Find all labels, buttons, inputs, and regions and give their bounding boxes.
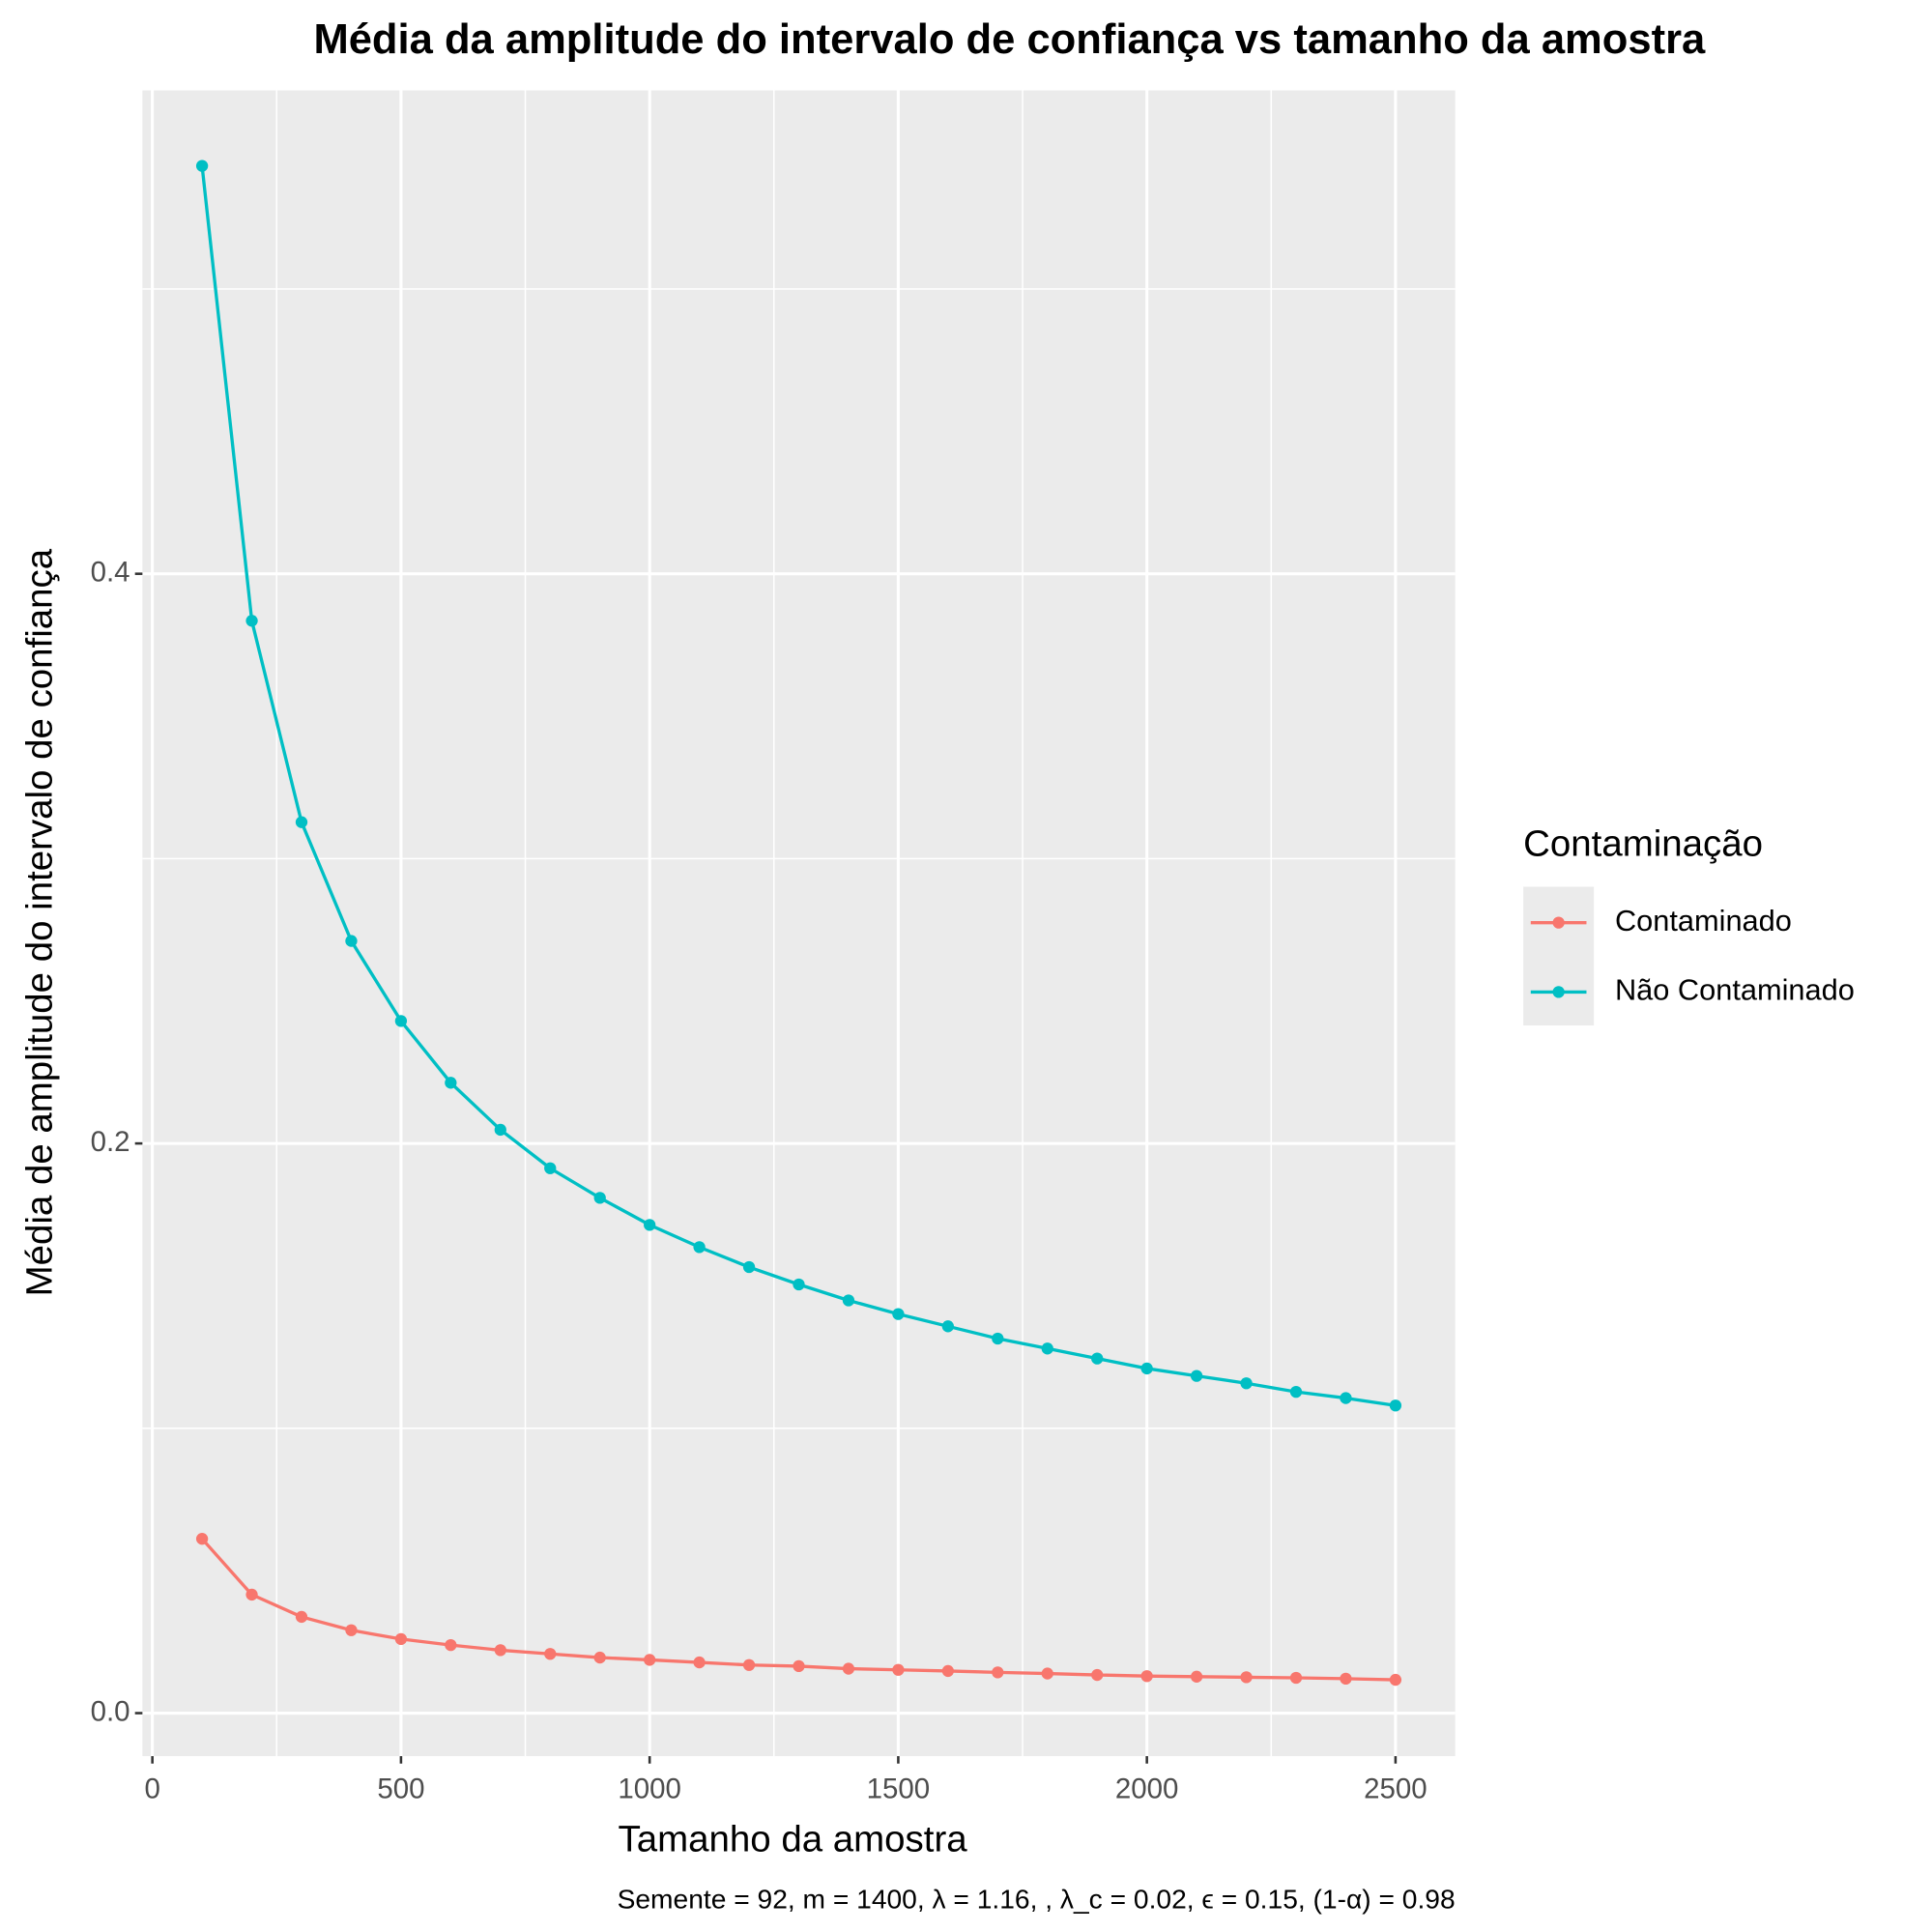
legend-point: [1552, 986, 1565, 998]
data-point: [644, 1654, 656, 1666]
legend-key-bg: [1523, 886, 1595, 1026]
data-point: [494, 1123, 506, 1137]
data-point: [1091, 1352, 1104, 1365]
data-point: [693, 1656, 706, 1669]
data-point: [1041, 1342, 1053, 1355]
data-point: [742, 1260, 756, 1274]
data-point: [793, 1659, 805, 1673]
legend-label: Não Contaminado: [1615, 973, 1855, 1007]
data-point: [941, 1664, 955, 1678]
data-point: [693, 1241, 706, 1254]
data-point: [195, 159, 209, 172]
data-point: [1289, 1671, 1303, 1685]
legend-label: Contaminado: [1615, 904, 1792, 937]
data-point: [742, 1658, 756, 1671]
data-point: [1340, 1672, 1352, 1686]
data-point: [445, 1638, 457, 1652]
data-point: [1140, 1670, 1153, 1683]
data-point: [1190, 1670, 1203, 1683]
data-point: [892, 1663, 905, 1676]
data-point: [1091, 1668, 1104, 1682]
x-tick-label: 500: [377, 1773, 424, 1805]
data-point: [1389, 1399, 1402, 1412]
y-tick-label: 0.2: [91, 1126, 130, 1158]
data-point: [793, 1278, 805, 1291]
data-point: [992, 1332, 1004, 1345]
data-point: [295, 816, 308, 828]
data-point: [992, 1666, 1004, 1679]
data-point: [345, 935, 358, 947]
y-tick-label: 0.0: [91, 1695, 130, 1727]
data-point: [1240, 1671, 1253, 1684]
data-point: [842, 1294, 855, 1307]
x-tick-label: 2500: [1364, 1773, 1427, 1805]
data-point: [1041, 1667, 1053, 1680]
x-axis-label: Tamanho da amostra: [619, 1819, 968, 1860]
data-point: [593, 1651, 606, 1664]
data-point: [394, 1632, 408, 1646]
x-tick-label: 1000: [618, 1773, 681, 1805]
x-tick-label: 1500: [867, 1773, 931, 1805]
marks: [195, 159, 1402, 1687]
chart-title: Média da amplitude do intervalo de confi…: [313, 16, 1706, 63]
caption: Semente = 92, m = 1400, λ = 1.16, , λ_c …: [618, 1883, 1456, 1914]
plot-panel: [142, 90, 1456, 1757]
data-point: [445, 1077, 457, 1089]
data-point: [345, 1624, 358, 1636]
data-point: [1340, 1392, 1352, 1404]
x-tick-label: 2000: [1115, 1773, 1179, 1805]
data-point: [1289, 1385, 1303, 1399]
data-point: [295, 1610, 308, 1624]
legend-title: Contaminação: [1523, 822, 1763, 864]
data-point: [245, 615, 258, 627]
data-point: [593, 1192, 606, 1204]
data-point: [644, 1219, 656, 1231]
y-tick-label: 0.4: [91, 556, 130, 588]
y-axis-label: Média de amplitude do intervalo de confi…: [19, 548, 61, 1296]
data-point: [544, 1648, 557, 1660]
data-point: [394, 1015, 408, 1027]
data-point: [1140, 1362, 1153, 1375]
x-tick-label: 0: [144, 1773, 159, 1805]
data-point: [842, 1662, 855, 1675]
data-point: [245, 1588, 258, 1601]
data-point: [544, 1162, 557, 1174]
grid: [142, 90, 1456, 1757]
data-point: [1389, 1673, 1402, 1687]
data-point: [494, 1644, 506, 1657]
data-point: [1190, 1370, 1203, 1382]
legend-point: [1552, 916, 1565, 929]
data-point: [195, 1533, 209, 1545]
data-point: [1240, 1377, 1253, 1390]
data-point: [892, 1308, 905, 1320]
data-point: [941, 1320, 955, 1333]
